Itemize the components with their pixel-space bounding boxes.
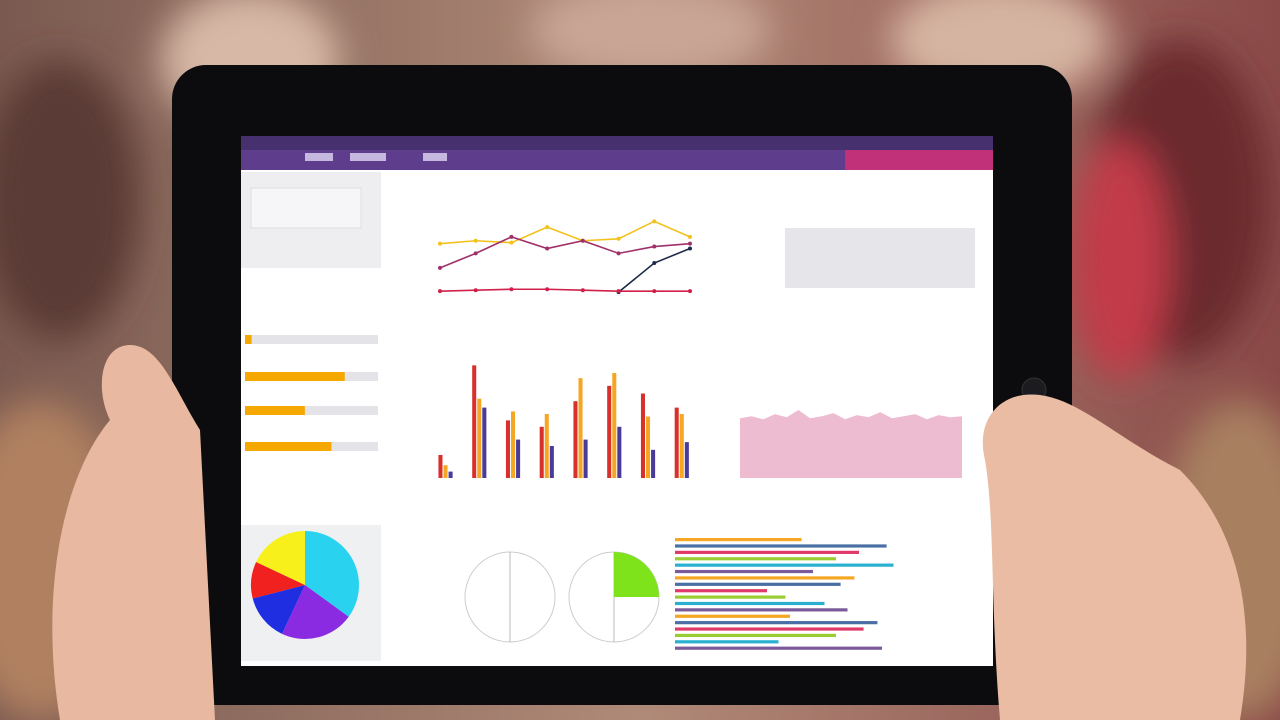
hbar bbox=[675, 569, 813, 574]
bar bbox=[617, 426, 622, 478]
pie-slice bbox=[256, 531, 305, 585]
table bbox=[785, 228, 975, 288]
hbar bbox=[675, 544, 887, 548]
hbar bbox=[675, 595, 786, 599]
bar bbox=[539, 426, 544, 478]
progress-bar bbox=[245, 335, 252, 344]
point bbox=[652, 261, 657, 266]
bar bbox=[646, 416, 651, 478]
bar bbox=[482, 407, 487, 478]
hbar bbox=[675, 538, 802, 542]
hbar bbox=[675, 582, 841, 586]
point bbox=[688, 246, 692, 251]
point bbox=[616, 236, 621, 241]
progress-bar bbox=[245, 372, 345, 381]
point bbox=[509, 287, 514, 292]
progress-track bbox=[245, 335, 378, 344]
line-series bbox=[439, 236, 691, 269]
point bbox=[652, 289, 657, 294]
point bbox=[688, 289, 692, 294]
point bbox=[438, 241, 442, 246]
area bbox=[740, 410, 962, 478]
charts bbox=[245, 219, 962, 650]
header-accent bbox=[845, 150, 993, 170]
hbar bbox=[675, 601, 825, 606]
hbar bbox=[675, 621, 878, 625]
pie-slice bbox=[252, 585, 305, 634]
hbar bbox=[675, 640, 779, 644]
gauge-fill bbox=[614, 552, 659, 597]
sidebar-card bbox=[250, 187, 362, 229]
hbar bbox=[675, 627, 864, 631]
progress-track bbox=[245, 406, 378, 415]
bar bbox=[448, 471, 453, 478]
progress-bar bbox=[245, 406, 305, 415]
point bbox=[473, 288, 478, 293]
point bbox=[688, 241, 692, 246]
bar bbox=[505, 420, 510, 478]
pie-slice bbox=[282, 585, 349, 639]
pie-slice bbox=[250, 562, 305, 599]
bar bbox=[511, 411, 516, 478]
point bbox=[473, 251, 478, 256]
point bbox=[509, 240, 514, 245]
point bbox=[545, 225, 550, 230]
bar bbox=[516, 439, 521, 478]
bar bbox=[472, 365, 477, 478]
bar bbox=[544, 414, 549, 478]
bar bbox=[679, 414, 684, 478]
hbar bbox=[675, 563, 894, 567]
hbar bbox=[675, 589, 767, 593]
line-series bbox=[439, 220, 691, 245]
point bbox=[438, 289, 442, 294]
line-series bbox=[439, 288, 690, 292]
point bbox=[580, 288, 585, 293]
point bbox=[509, 234, 514, 239]
point bbox=[688, 234, 692, 239]
hbar bbox=[675, 550, 859, 554]
bar bbox=[443, 465, 448, 478]
nav-item[interactable] bbox=[423, 153, 447, 161]
point bbox=[545, 246, 550, 251]
hbar bbox=[675, 646, 882, 650]
hbar bbox=[675, 614, 790, 618]
left-hand bbox=[52, 345, 215, 720]
bar bbox=[438, 454, 443, 478]
bar bbox=[640, 393, 645, 478]
point bbox=[652, 244, 657, 249]
hbar bbox=[675, 576, 855, 580]
top-bar bbox=[241, 136, 993, 150]
point bbox=[580, 238, 585, 243]
bar bbox=[607, 385, 612, 478]
hbar bbox=[675, 633, 836, 638]
hbar bbox=[675, 608, 848, 612]
bar bbox=[573, 401, 578, 478]
bar bbox=[549, 446, 554, 478]
bar bbox=[612, 373, 617, 478]
point bbox=[438, 265, 442, 270]
bar bbox=[583, 439, 588, 478]
progress-bar bbox=[245, 442, 332, 451]
pie-slice bbox=[305, 531, 360, 617]
point bbox=[652, 219, 657, 224]
bar bbox=[578, 378, 583, 478]
nav-item[interactable] bbox=[350, 153, 386, 161]
hbar bbox=[675, 557, 836, 561]
point bbox=[616, 251, 621, 256]
point bbox=[545, 287, 550, 292]
bar bbox=[477, 398, 482, 478]
right-hand bbox=[982, 394, 1247, 720]
bar bbox=[674, 407, 679, 478]
point bbox=[616, 289, 621, 294]
nav-item[interactable] bbox=[305, 153, 333, 161]
point bbox=[473, 238, 478, 243]
bar bbox=[651, 449, 656, 478]
bar bbox=[684, 442, 689, 478]
